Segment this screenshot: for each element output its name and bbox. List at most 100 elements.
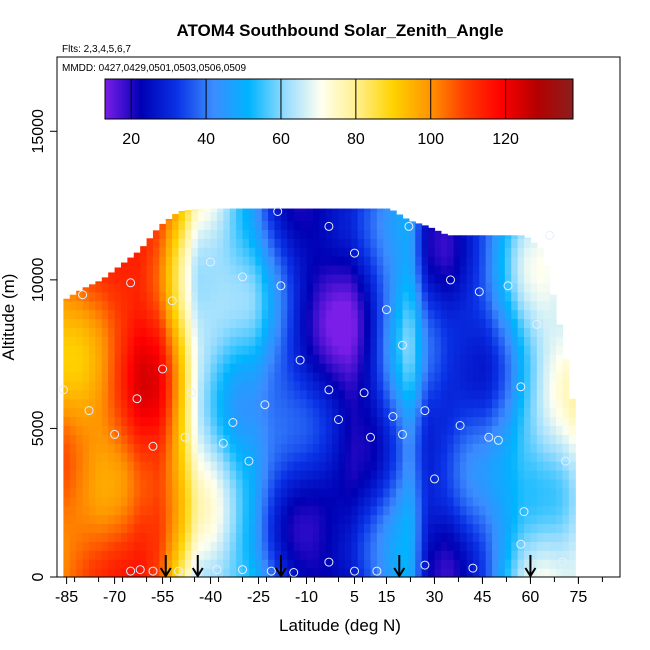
heatmap-cell: [319, 559, 327, 569]
heatmap-cell: [338, 461, 346, 471]
heatmap-cell: [524, 380, 532, 391]
heatmap-cell: [568, 407, 576, 418]
heatmap-cell: [396, 214, 404, 222]
observation-marker: [516, 539, 526, 549]
heatmap-cell: [517, 505, 525, 516]
heatmap-cell: [511, 398, 519, 409]
heatmap-cell: [319, 309, 327, 320]
heatmap-cell: [421, 487, 429, 498]
heatmap-cell: [421, 550, 429, 560]
heatmap-cell: [127, 568, 135, 578]
heatmap-cell: [402, 363, 410, 373]
heatmap-cell: [248, 559, 256, 569]
heatmap-cell: [178, 452, 186, 462]
heatmap-cell: [101, 336, 109, 346]
heatmap-cell: [255, 363, 263, 373]
heatmap-cell: [95, 407, 103, 418]
heatmap-cell: [536, 470, 544, 480]
heatmap-cell: [453, 282, 461, 293]
heatmap-cell: [504, 371, 512, 382]
heatmap-cell: [242, 407, 250, 418]
heatmap-cell: [242, 559, 250, 569]
heatmap-cell: [402, 416, 410, 427]
heatmap-cell: [511, 452, 519, 462]
heatmap-cell: [351, 220, 359, 230]
heatmap-cell: [338, 345, 346, 355]
heatmap-cell: [261, 505, 269, 516]
heatmap-cell: [306, 208, 314, 213]
heatmap-cell: [210, 398, 218, 409]
heatmap-cell: [184, 541, 192, 551]
heatmap-cell: [242, 470, 250, 480]
heatmap-cell: [357, 300, 365, 311]
heatmap-cell: [114, 407, 122, 418]
heatmap-cell: [255, 532, 263, 542]
heatmap-cell: [274, 300, 282, 311]
heatmap-cell: [344, 282, 352, 293]
heatmap-cell: [274, 345, 282, 355]
heatmap-cell: [133, 300, 141, 311]
heatmap-cell: [498, 309, 506, 320]
heatmap-cell: [210, 523, 218, 534]
heatmap-cell: [197, 478, 205, 489]
heatmap-cell: [415, 238, 423, 248]
heatmap-cell: [261, 514, 269, 525]
heatmap-cell: [479, 461, 487, 471]
heatmap-cell: [396, 496, 404, 507]
heatmap-cell: [82, 496, 90, 507]
heatmap-cell: [101, 496, 109, 507]
heatmap-cell: [172, 398, 180, 409]
heatmap-cell: [440, 487, 448, 498]
heatmap-cell: [152, 291, 160, 302]
heatmap-cell: [191, 532, 199, 542]
heatmap-cell: [165, 505, 173, 516]
heatmap-cell: [511, 568, 519, 578]
heatmap-cell: [274, 371, 282, 382]
heatmap-cell: [293, 309, 301, 320]
heatmap-cell: [76, 345, 84, 355]
heatmap-cell: [172, 461, 180, 471]
heatmap-cell: [306, 452, 314, 462]
heatmap-cell: [357, 470, 365, 480]
heatmap-cell: [511, 407, 519, 418]
heatmap-cell: [312, 523, 320, 534]
heatmap-cell: [440, 318, 448, 328]
heatmap-cell: [383, 318, 391, 328]
heatmap-cell: [210, 425, 218, 435]
heatmap-cell: [543, 505, 551, 516]
heatmap-cell: [344, 523, 352, 534]
heatmap-cell: [172, 300, 180, 311]
heatmap-cell: [261, 354, 269, 364]
heatmap-cell: [300, 461, 308, 471]
heatmap-cell: [159, 300, 167, 311]
heatmap-cell: [88, 452, 96, 462]
heatmap-cell: [396, 327, 404, 337]
heatmap-cell: [146, 523, 154, 534]
heatmap-cell: [216, 568, 224, 578]
heatmap-cell: [511, 434, 519, 444]
heatmap-cell: [370, 514, 378, 525]
heatmap-cell: [293, 229, 301, 239]
heatmap-cell: [434, 425, 442, 435]
heatmap-cell: [383, 487, 391, 498]
heatmap-cell: [69, 371, 77, 382]
observation-marker: [148, 441, 158, 451]
heatmap-cell: [479, 247, 487, 257]
heatmap-cell: [312, 273, 320, 284]
heatmap-cell: [242, 256, 250, 266]
heatmap-cell: [255, 371, 263, 382]
heatmap-cell: [351, 389, 359, 400]
heatmap-cell: [351, 523, 359, 534]
heatmap-cell: [280, 407, 288, 418]
heatmap-cell: [255, 425, 263, 435]
heatmap-cell: [543, 425, 551, 435]
heatmap-cell: [543, 514, 551, 525]
heatmap-cell: [536, 300, 544, 311]
heatmap-cell: [114, 300, 122, 311]
heatmap-cell: [344, 541, 352, 551]
heatmap-cell: [268, 336, 276, 346]
x-tick-label: 5: [350, 589, 359, 606]
heatmap-cell: [76, 452, 84, 462]
heatmap-cell: [383, 265, 391, 275]
heatmap-cell: [108, 425, 116, 435]
